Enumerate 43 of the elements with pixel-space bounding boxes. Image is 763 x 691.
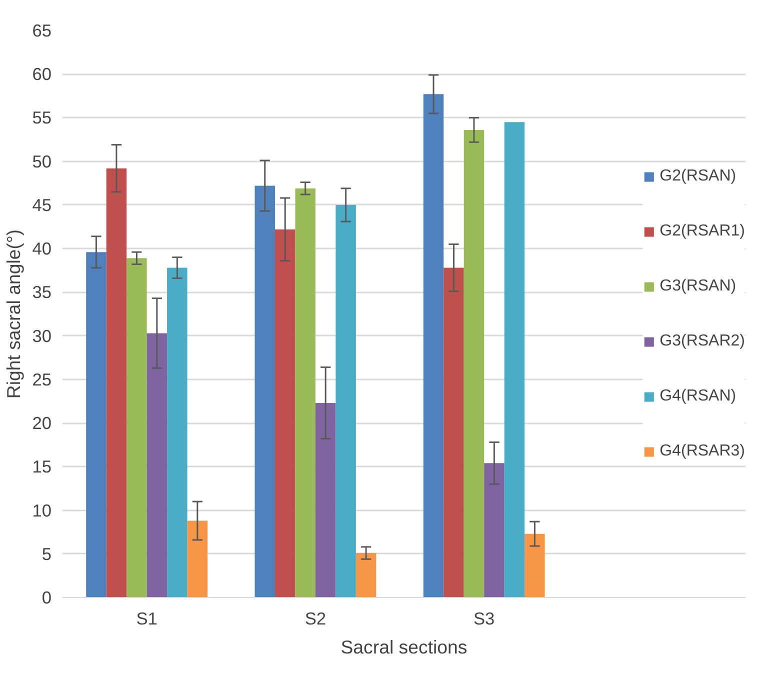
y-tick-label: 0: [42, 588, 52, 608]
bar: [187, 520, 208, 598]
y-tick-label: 55: [32, 108, 52, 128]
bar: [146, 333, 168, 598]
legend-label: G2(RSAN): [660, 167, 736, 185]
y-tick-label: 50: [32, 151, 52, 172]
bar: [336, 204, 356, 598]
legend-label: G3(RSAR2): [660, 332, 745, 350]
y-tick-label: 60: [32, 64, 52, 84]
y-tick-label: 25: [32, 369, 52, 390]
bar: [444, 268, 464, 598]
bar: [484, 463, 504, 598]
bar: [86, 252, 106, 598]
y-tick-label: 40: [32, 238, 52, 259]
bar: [126, 258, 147, 598]
y-tick-label: 30: [32, 326, 52, 346]
bar: [254, 186, 275, 598]
x-tick-label: S1: [136, 608, 158, 628]
y-tick-label: 10: [32, 500, 52, 520]
bar: [356, 553, 376, 598]
y-tick-label: 20: [32, 413, 52, 434]
bar: [423, 94, 444, 598]
bar: [295, 188, 316, 598]
bar: [504, 122, 525, 598]
y-tick-label: 15: [32, 456, 52, 477]
legend-label: G4(RSAR3): [660, 442, 745, 460]
bar: [167, 268, 188, 598]
y-tick-label: 65: [32, 20, 52, 40]
legend-label: G4(RSAN): [660, 387, 736, 405]
y-axis-title: Right sacral angle(°): [3, 229, 24, 399]
x-axis-title: Sacral sections: [340, 636, 468, 658]
x-tick-label: S3: [474, 608, 495, 628]
x-tick-label: S2: [304, 608, 326, 628]
y-tick-label: 5: [42, 544, 52, 564]
legend-label: G3(RSAN): [660, 277, 736, 295]
bar: [315, 402, 336, 598]
bar: [274, 229, 296, 598]
y-tick-label: 35: [32, 282, 52, 302]
bar: [464, 130, 484, 598]
bar: [524, 534, 545, 598]
bar: [106, 168, 127, 598]
y-tick-label: 45: [32, 194, 52, 215]
legend-label: G2(RSAR1): [660, 222, 745, 240]
